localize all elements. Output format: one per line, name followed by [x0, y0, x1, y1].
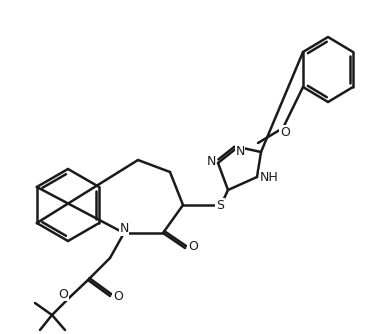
- Text: N: N: [206, 155, 216, 167]
- Text: NH: NH: [260, 170, 278, 183]
- Text: N: N: [120, 222, 129, 235]
- Text: O: O: [280, 126, 290, 139]
- Text: N: N: [235, 145, 245, 158]
- Text: O: O: [188, 240, 198, 254]
- Text: O: O: [113, 290, 123, 303]
- Text: S: S: [216, 198, 224, 211]
- Text: O: O: [58, 288, 68, 301]
